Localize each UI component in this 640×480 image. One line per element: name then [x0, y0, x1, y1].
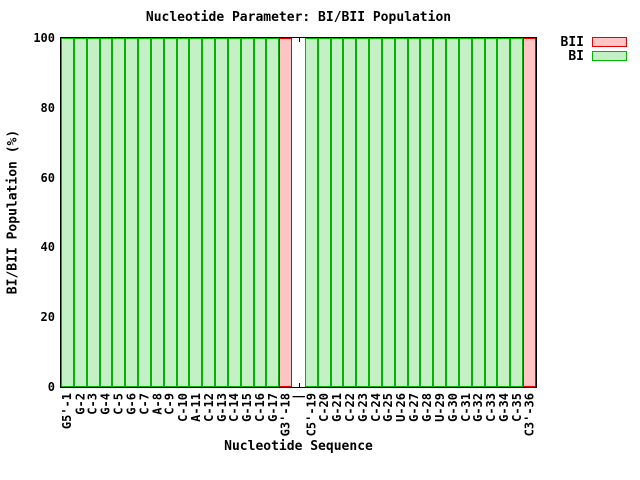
y-axis-label: BI/BII Population (%) — [5, 129, 21, 295]
x-tick-mark — [298, 38, 300, 42]
bar-G-2 — [74, 38, 87, 387]
bar-G-21 — [331, 38, 343, 387]
bar-C-24 — [369, 38, 382, 387]
bar-G-23 — [356, 38, 369, 387]
bar-G-30 — [446, 38, 459, 387]
bar-C-31 — [459, 38, 472, 387]
x-tick-label: C-5 — [111, 393, 126, 415]
plot-area — [60, 37, 537, 388]
bar-C-33 — [485, 38, 497, 387]
x-tick-label: C-3 — [86, 393, 101, 415]
legend-label-BI: BI — [568, 48, 584, 64]
bar-G-4 — [100, 38, 112, 387]
bar-G-25 — [382, 38, 395, 387]
legend-row-BI: BI — [561, 48, 627, 64]
x-tick-label: G-2 — [73, 393, 88, 415]
bar-G-17 — [266, 38, 279, 387]
x-tick-label: U-26 — [394, 393, 409, 422]
x-tick-label: C-20 — [317, 393, 332, 422]
x-tick-label: C-12 — [201, 393, 216, 422]
y-tick-label: 100 — [33, 31, 55, 45]
bar-C-35 — [510, 38, 523, 387]
bar-A-11 — [189, 38, 202, 387]
bar-G-6 — [125, 38, 138, 387]
y-tick-label: 40 — [40, 240, 55, 255]
x-tick-label: C-14 — [227, 393, 242, 422]
bar-C-7 — [138, 38, 151, 387]
x-tick-label: G-23 — [355, 393, 370, 422]
x-axis-label: Nucleotide Sequence — [224, 439, 373, 454]
bar-C-14 — [228, 38, 241, 387]
x-tick-label: C-9 — [163, 393, 178, 415]
legend: BII BI — [560, 34, 627, 64]
x-tick-label: G-17 — [265, 393, 280, 422]
x-tick-label: C-10 — [175, 393, 190, 422]
bar-C-12 — [202, 38, 215, 387]
chart-title: Nucleotide Parameter: BI/BII Population — [145, 10, 452, 25]
x-tick-label: A-11 — [188, 393, 203, 422]
bar-C-5 — [112, 38, 125, 387]
x-tick-label: G-21 — [330, 393, 345, 422]
y-tick-label: 20 — [40, 310, 55, 325]
x-tick-label: C-24 — [368, 393, 383, 422]
bar-C-10 — [177, 38, 189, 387]
bar-U-29 — [433, 38, 446, 387]
bar-G5'-1 — [61, 38, 74, 387]
x-tick-label: | — [291, 393, 306, 401]
bar-G-34 — [497, 38, 510, 387]
x-tick-label: C-7 — [137, 393, 152, 415]
x-tick-label: U-29 — [432, 393, 447, 422]
x-tick-label: G-34 — [496, 393, 511, 422]
x-tick-label: G-27 — [407, 393, 422, 422]
x-tick-label: G-28 — [419, 393, 434, 422]
x-tick-label: G-30 — [445, 393, 460, 422]
x-tick-label: C-22 — [342, 393, 357, 422]
y-tick-label: 80 — [40, 100, 55, 115]
bar-C5'-19 — [305, 38, 318, 387]
x-tick-label: G-4 — [98, 393, 113, 415]
bar-C-22 — [343, 38, 356, 387]
x-tick-label: C-35 — [509, 393, 524, 422]
legend-swatch-BII — [592, 37, 627, 47]
legend-row-BII: BII — [560, 34, 627, 50]
bar-G-13 — [215, 38, 228, 387]
bar-C-16 — [254, 38, 266, 387]
x-tick-label: A-8 — [150, 393, 165, 415]
bar-G-32 — [472, 38, 485, 387]
x-tick-label: C3'-36 — [522, 393, 537, 437]
bar-G-27 — [408, 38, 420, 387]
bar-G3'-18 — [279, 38, 292, 387]
bar-C-3 — [87, 38, 100, 387]
x-tick-label: G-15 — [240, 393, 255, 422]
bar-U-26 — [395, 38, 408, 387]
x-tick-label: G-13 — [214, 393, 229, 422]
y-tick-label: 60 — [40, 170, 55, 185]
x-tick-label: G-32 — [471, 393, 486, 422]
x-tick-label: C-16 — [253, 393, 267, 422]
bar-C-9 — [164, 38, 177, 387]
bar-C3'-36 — [523, 38, 536, 387]
bar-C-20 — [318, 38, 331, 387]
x-tick-label: C-33 — [484, 393, 499, 422]
y-tick-label: 0 — [47, 380, 55, 394]
bar-A-8 — [151, 38, 164, 387]
x-tick-label: C5'-19 — [304, 393, 319, 437]
x-tick-label: G-6 — [124, 393, 139, 415]
bar-G-15 — [241, 38, 254, 387]
x-tick-label: G3'-18 — [278, 393, 293, 437]
x-tick-label: C-31 — [458, 393, 473, 422]
x-tick-label: G5'-1 — [60, 393, 75, 430]
bar-G-28 — [420, 38, 433, 387]
legend-swatch-BI — [592, 51, 627, 61]
x-tick-mark — [298, 383, 300, 387]
x-tick-label: G-25 — [381, 393, 396, 422]
legend-label-BII: BII — [560, 34, 584, 50]
